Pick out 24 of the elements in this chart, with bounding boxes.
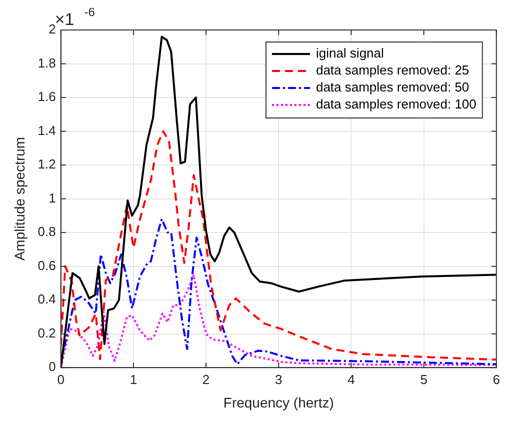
x-tick-label: 4 (348, 372, 355, 387)
x-tick-label: 2 (202, 372, 210, 387)
y-tick-label: 0.6 (38, 258, 56, 273)
legend-label: data samples removed: 25 (316, 62, 470, 78)
x-tick-label: 3 (275, 372, 282, 387)
y-tick-label: 1.8 (38, 55, 56, 70)
x-tick-label: 5 (420, 372, 428, 387)
y-tick-label: 0.2 (38, 325, 56, 340)
legend-label: data samples removed: 50 (316, 80, 470, 95)
y-tick-label: 1 (48, 190, 56, 206)
y-tick-label: 1.6 (38, 89, 56, 104)
x-axis-title: Frequency (hertz) (223, 394, 334, 410)
y-tick-label: 2 (48, 22, 56, 37)
y-tick-label: 0 (48, 359, 56, 374)
x-tick-label: 6 (492, 372, 500, 387)
y-axis-title: Amplitude spectrum (11, 136, 28, 261)
legend-label: data samples removed: 100 (316, 96, 476, 112)
line-series (60, 130, 496, 361)
x-tick-label: 1 (130, 372, 138, 387)
y-tick-label: 0.8 (38, 224, 56, 240)
y-tick-label: 1.2 (38, 156, 56, 172)
legend-label: iginal signal (316, 46, 384, 61)
y-tick-label: 0.4 (38, 292, 56, 307)
y-tick-label: 1.4 (38, 122, 56, 138)
